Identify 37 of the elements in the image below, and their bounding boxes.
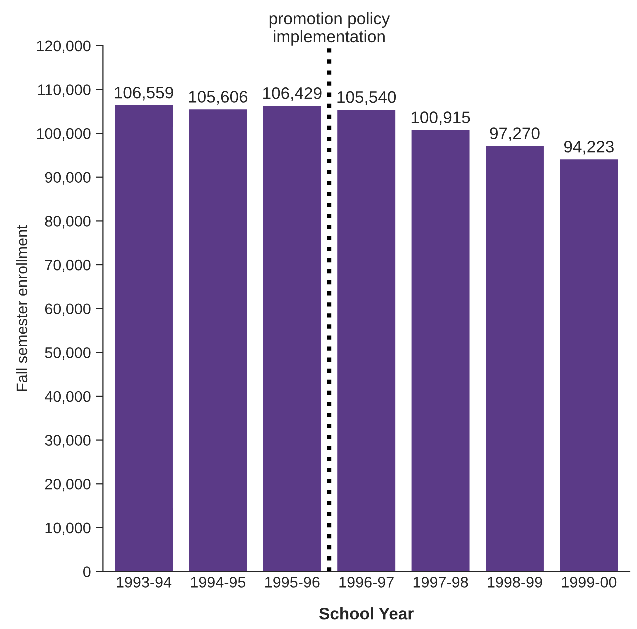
x-axis-title: School Year bbox=[320, 608, 414, 620]
data-label: 106,559 bbox=[115, 86, 174, 101]
data-label: 97,270 bbox=[490, 128, 540, 142]
data-label: 105,540 bbox=[338, 91, 396, 106]
y-tick-label: 50,000 bbox=[45, 348, 91, 360]
y-tick-label: 30,000 bbox=[45, 435, 91, 448]
x-tick-label: 1997-98 bbox=[414, 577, 468, 588]
y-tick-label: 20,000 bbox=[45, 478, 91, 492]
y-tick-label: 80,000 bbox=[45, 216, 91, 229]
y-tick-label: 10,000 bbox=[46, 522, 91, 536]
x-tick-label: 1998-99 bbox=[488, 577, 542, 588]
y-tick-label: 0 bbox=[83, 566, 91, 578]
y-tick-label: 120,000 bbox=[37, 40, 91, 54]
y-tick-label: 60,000 bbox=[45, 304, 91, 316]
x-tick-label: 1993-94 bbox=[117, 577, 172, 588]
bar bbox=[114, 104, 174, 572]
text: promotion policy implementation bbox=[270, 12, 390, 46]
data-label: 105,606 bbox=[189, 91, 248, 105]
data-label: 106,429 bbox=[264, 88, 322, 102]
y-axis-title: Fall semester enrollment bbox=[16, 225, 28, 392]
bar bbox=[336, 108, 397, 572]
y-tick-label: 40,000 bbox=[45, 391, 91, 404]
bar bbox=[262, 104, 323, 572]
x-tick-label: 1995-96 bbox=[266, 577, 320, 588]
x-tick-label: 1994-95 bbox=[191, 577, 246, 588]
y-tick-label: 100,000 bbox=[37, 128, 91, 142]
y-tick-label: 70,000 bbox=[45, 260, 91, 273]
y-tick-label: 110,000 bbox=[38, 84, 91, 98]
y-tick-label: 90,000 bbox=[45, 172, 91, 185]
x-tick-label: 1999-00 bbox=[562, 577, 617, 588]
bar bbox=[410, 128, 472, 572]
data-label: 100,915 bbox=[412, 112, 470, 126]
x-tick-label: 1996-97 bbox=[340, 577, 394, 588]
bar bbox=[188, 108, 249, 572]
data-label: 94,223 bbox=[564, 141, 614, 155]
bar bbox=[558, 158, 620, 572]
bar bbox=[484, 144, 546, 572]
